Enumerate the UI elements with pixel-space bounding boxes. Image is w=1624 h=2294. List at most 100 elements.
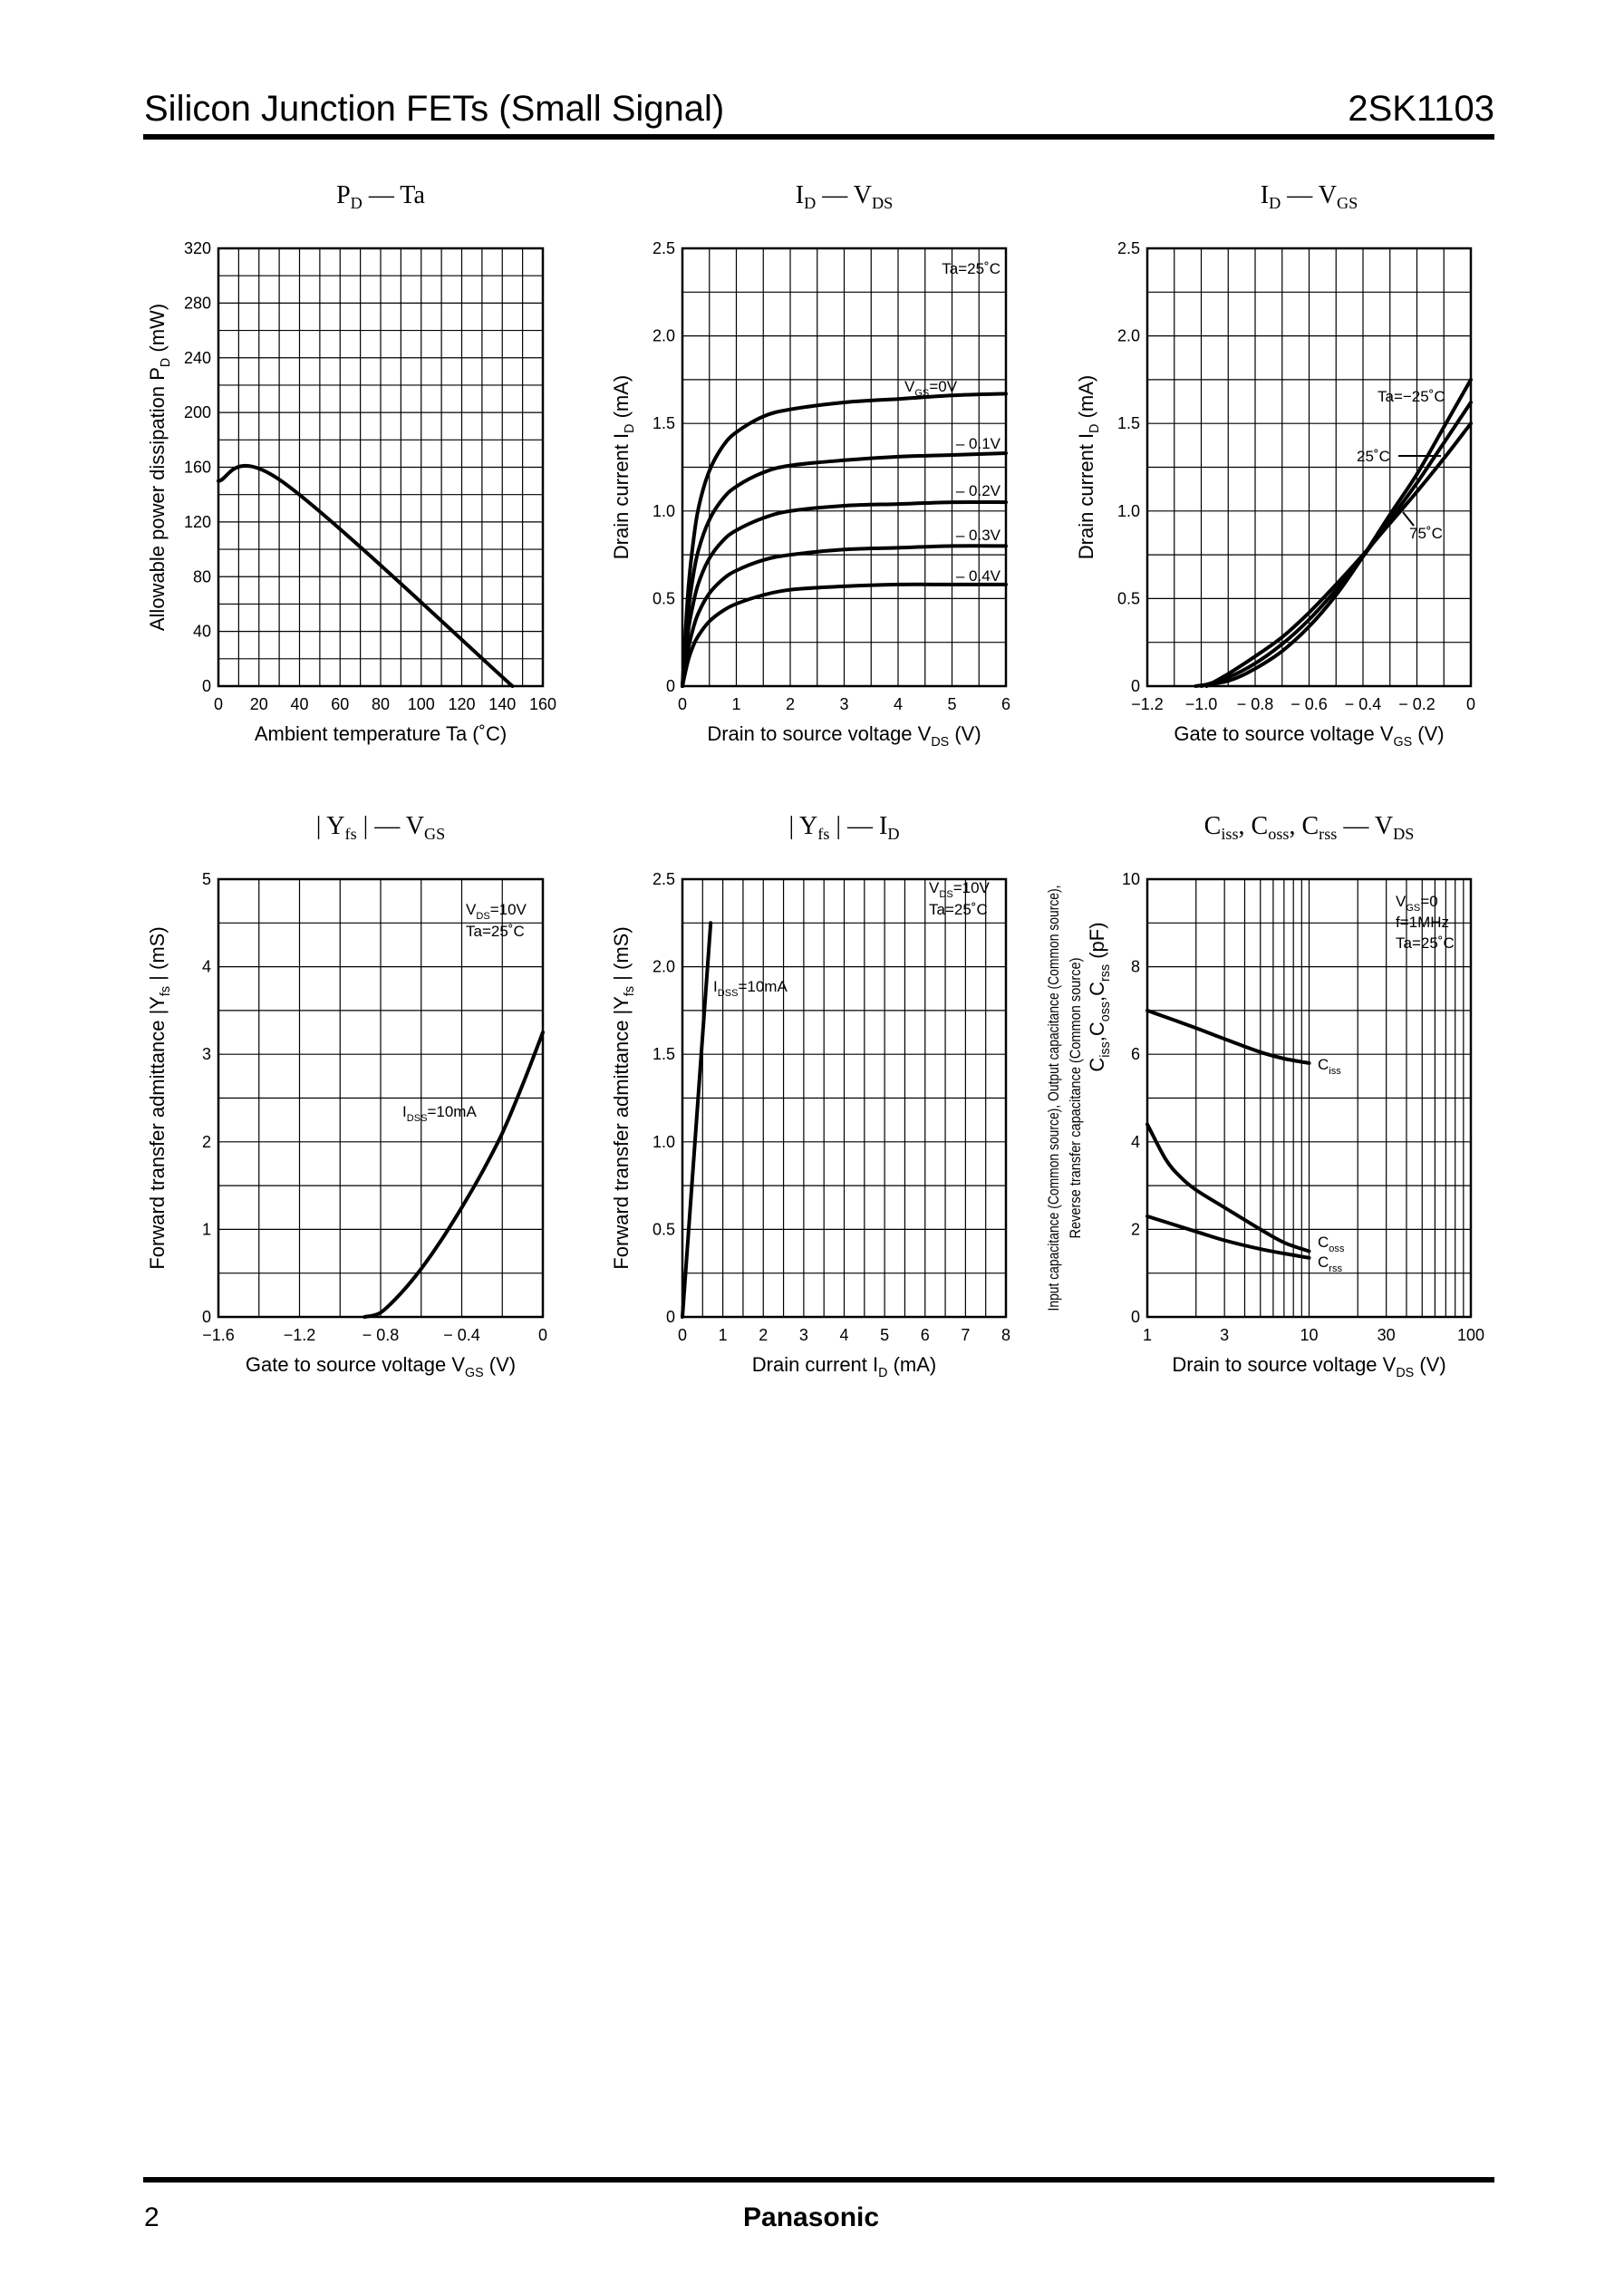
y-tick-label: 2.0 — [652, 327, 675, 345]
chart-pd-ta: 0 20 40 60 80 100 120 140 160 0 40 80 120 160 200 240 28… — [146, 181, 556, 745]
plot-frame — [1146, 247, 1473, 688]
x-tick-label: 3 — [839, 695, 848, 713]
y-tick-label: 2 — [202, 1133, 211, 1151]
chart-title: | Yfs | — VGS — [316, 812, 446, 843]
series-line-3 — [681, 544, 1008, 688]
y-tick-label: 8 — [1131, 958, 1140, 976]
y-tick-label: 80 — [193, 567, 211, 586]
condition-label: Ta=25˚C — [1396, 934, 1455, 952]
chart-title: | Yfs | — ID — [788, 812, 899, 843]
y-tick-label: 2.0 — [1117, 327, 1140, 345]
series-line-2 — [1146, 1214, 1311, 1260]
series-label: Ciss — [1318, 1056, 1341, 1077]
y-tick-label: 0 — [202, 677, 211, 695]
y-tick-label: 2.5 — [652, 870, 675, 888]
chart-yfs-vgs: −1.6 −1.2 − 0.8 − 0.4 0 0 1 2 3 4 5 | Yfs | — VGS Ga… — [146, 812, 547, 1380]
x-tick-label: 7 — [961, 1326, 970, 1344]
series-label: IDSS=10mA — [713, 978, 788, 999]
x-tick-label: 120 — [448, 695, 475, 713]
series-line-1 — [681, 451, 1008, 688]
y-tick-label: 240 — [184, 349, 211, 367]
x-tick-label: −1.0 — [1185, 695, 1218, 713]
x-tick-label: 100 — [1457, 1326, 1484, 1344]
chart-title: ID — VDS — [796, 181, 893, 212]
y-tick-label: 10 — [1122, 870, 1140, 888]
x-tick-label: 10 — [1300, 1326, 1318, 1344]
condition-label: f=1MHz — [1396, 914, 1449, 931]
x-axis-label: Ambient temperature Ta (˚C) — [255, 722, 507, 745]
condition-label: Ta=25˚C — [466, 923, 525, 940]
y-tick-label: 1.5 — [1117, 414, 1140, 432]
y-tick-label: 2.5 — [652, 239, 675, 257]
series-label: – 0.4V — [956, 567, 1001, 585]
series-line-2 — [681, 499, 1008, 688]
y-tick-label: 200 — [184, 403, 211, 421]
series-line-0 — [681, 392, 1008, 688]
y-tick-label: 0.5 — [652, 589, 675, 607]
y-tick-label: 0 — [1131, 1308, 1140, 1326]
condition-label: VDS=10V — [466, 901, 527, 922]
page-number: 2 — [144, 2202, 160, 2232]
y-tick-label: 0 — [1131, 677, 1140, 695]
x-axis-label: Drain to source voltage VDS (V) — [1172, 1353, 1445, 1380]
y-axis-label: Forward transfer admittance |Yfs | (mS) — [146, 926, 173, 1269]
x-tick-label: 60 — [331, 695, 349, 713]
x-axis-label: Drain to source voltage VDS (V) — [707, 722, 981, 750]
series-label: 25˚C — [1357, 448, 1390, 465]
y-tick-label: 3 — [202, 1045, 211, 1063]
y-tick-label: 2 — [1131, 1220, 1140, 1238]
chart-c-vds: 1 3 10 30 100 0 2 4 6 8 10 Ciss, Coss, Crss — VDS Dr… — [1045, 812, 1484, 1380]
x-tick-label: 0 — [1466, 695, 1475, 713]
chart-title: Ciss, Coss, Crss — VDS — [1204, 812, 1415, 843]
condition-label: VDS=10V — [929, 879, 991, 900]
x-tick-label: 20 — [250, 695, 268, 713]
series-line-1 — [1146, 1122, 1311, 1253]
y-tick-label: 0.5 — [652, 1220, 675, 1238]
y-tick-label: 160 — [184, 459, 211, 477]
series-line-0 — [1194, 377, 1473, 688]
series-line-4 — [681, 582, 1008, 688]
x-tick-label: − 0.2 — [1398, 695, 1436, 713]
brand-logo: Panasonic — [743, 2202, 880, 2232]
plot-frame — [681, 877, 1008, 1319]
y-tick-label: 1.5 — [652, 1045, 675, 1063]
y-tick-label: 0.5 — [1117, 589, 1140, 607]
x-tick-label: 1 — [719, 1326, 728, 1344]
y-axis-label-line: Reverse transfer capacitance (Common sou… — [1067, 958, 1084, 1239]
x-tick-label: −1.2 — [1131, 695, 1164, 713]
chart-yfs-id: 0 1 2 3 4 5 6 7 8 0 0.5 1.0 1.5 2.0 2.5 | Yfs | — ID Dra… — [610, 812, 1010, 1380]
x-tick-label: 30 — [1378, 1326, 1396, 1344]
series-line-1 — [1199, 401, 1473, 688]
chart-title: ID — VGS — [1261, 181, 1358, 212]
x-tick-label: 160 — [529, 695, 556, 713]
footer-rule — [143, 2177, 1494, 2183]
y-tick-label: 0 — [202, 1308, 211, 1326]
x-tick-label: 3 — [799, 1326, 808, 1344]
y-tick-label: 0 — [666, 1308, 675, 1326]
x-tick-label: 2 — [759, 1326, 768, 1344]
x-tick-label: 0 — [678, 1326, 687, 1344]
x-tick-label: − 0.8 — [362, 1326, 400, 1344]
x-tick-label: 100 — [408, 695, 435, 713]
series-label: – 0.1V — [956, 435, 1001, 452]
y-tick-label: 2.0 — [652, 958, 675, 976]
series-label: – 0.2V — [956, 482, 1001, 499]
y-tick-label: 40 — [193, 623, 211, 641]
x-tick-label: 6 — [1001, 695, 1010, 713]
document-title: Silicon Junction FETs (Small Signal) — [144, 89, 725, 129]
series-line-0 — [681, 921, 713, 1319]
y-axis-label: Allowable power dissipation PD (mW) — [146, 304, 173, 631]
chart-title: PD — Ta — [336, 181, 425, 212]
x-tick-label: 0 — [678, 695, 687, 713]
x-tick-label: 1 — [1143, 1326, 1152, 1344]
x-tick-label: 3 — [1220, 1326, 1229, 1344]
x-tick-label: − 0.4 — [443, 1326, 480, 1344]
series-line-0 — [1146, 1008, 1311, 1065]
y-tick-label: 1.0 — [1117, 502, 1140, 520]
plot-frame — [681, 247, 1008, 688]
series-label: Crss — [1318, 1253, 1342, 1274]
y-tick-label: 5 — [202, 870, 211, 888]
series-label: IDSS=10mA — [402, 1103, 477, 1124]
y-axis-label: Forward transfer admittance |Yfs | (mS) — [610, 926, 637, 1269]
x-tick-label: 80 — [372, 695, 390, 713]
